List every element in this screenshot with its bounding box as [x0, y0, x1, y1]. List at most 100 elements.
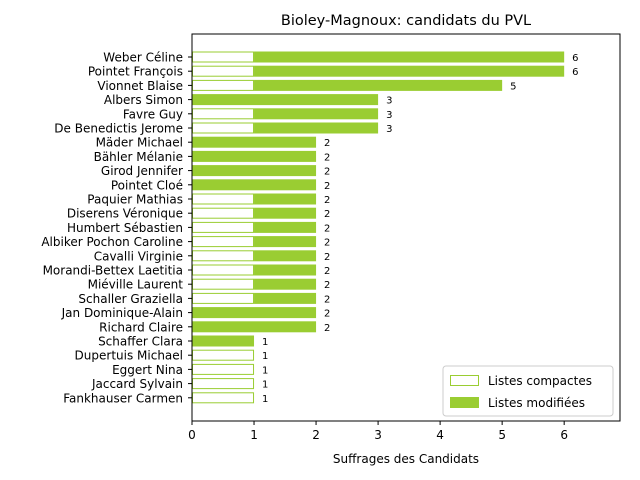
- bar-value-label: 1: [262, 351, 268, 362]
- bar-value-label: 2: [324, 323, 330, 334]
- y-tick-label: Paquier Mathias: [87, 193, 183, 207]
- y-tick-label: Miéville Laurent: [88, 278, 184, 292]
- bar-compact: [192, 250, 255, 262]
- bar-value-label: 1: [262, 394, 268, 405]
- bar-modified: [192, 94, 379, 106]
- bar-compact: [192, 378, 255, 390]
- bar-modified: [254, 79, 503, 91]
- x-tick-label: 0: [188, 428, 196, 442]
- bar-modified: [254, 278, 317, 290]
- y-tick-label: Girod Jennifer: [101, 164, 183, 178]
- bar-compact: [192, 193, 255, 205]
- bar-modified: [192, 307, 317, 319]
- bar-modified: [254, 207, 317, 219]
- y-tick-label: Richard Claire: [99, 320, 183, 334]
- legend-box: [442, 365, 614, 417]
- bar-value-label: 3: [386, 96, 392, 107]
- bar-modified: [254, 250, 317, 262]
- bar-value-label: 2: [324, 294, 330, 305]
- y-tick-label: De Benedictis Jerome: [54, 122, 183, 136]
- chart-title: Bioley-Magnoux: candidats du PVL: [281, 13, 531, 29]
- bar-modified: [254, 193, 317, 205]
- y-tick-label: Vionnet Blaise: [97, 79, 183, 93]
- bar-value-label: 2: [324, 167, 330, 178]
- bar-value-label: 1: [262, 380, 268, 391]
- y-tick-label: Schaffer Clara: [98, 335, 183, 349]
- y-tick-label: Pointet François: [88, 65, 183, 79]
- y-tick-label: Schaller Graziella: [78, 292, 183, 306]
- bar-modified: [254, 108, 379, 120]
- legend-label-compact: Listes compactes: [488, 374, 592, 388]
- legend-swatch-compact: [450, 375, 479, 386]
- y-tick-label: Pointet Cloé: [111, 178, 183, 192]
- y-tick-label: Morandi-Bettex Laetitia: [43, 264, 183, 278]
- bars-layer: 6 6 5 3 3 3 2 2 2 2 2 2 2 2 2 2 2 2 2 2 1 1 1 1 1: [192, 51, 579, 405]
- bar-modified: [192, 150, 317, 162]
- bar-compact: [192, 79, 255, 91]
- bar-value-label: 6: [572, 53, 578, 64]
- bar-value-label: 3: [386, 124, 392, 135]
- x-tick-label: 4: [436, 428, 444, 442]
- bar-value-label: 3: [386, 110, 392, 121]
- y-tick-label: Mäder Michael: [96, 136, 183, 150]
- bar-value-label: 2: [324, 209, 330, 220]
- y-tick-label: Dupertuis Michael: [75, 349, 183, 363]
- x-axis: 0 1 2 3 4 5 6: [188, 421, 568, 442]
- bar-modified: [254, 65, 565, 77]
- y-tick-label: Eggert Nina: [112, 363, 183, 377]
- bar-compact: [192, 363, 255, 375]
- x-tick-label: 3: [374, 428, 382, 442]
- y-tick-label: Humbert Sébastien: [67, 221, 183, 235]
- bar-value-label: 2: [324, 223, 330, 234]
- x-tick-label: 2: [312, 428, 320, 442]
- bar-compact: [192, 65, 255, 77]
- bar-modified: [254, 264, 317, 276]
- bar-value-label: 5: [510, 81, 516, 92]
- x-tick-label: 1: [250, 428, 258, 442]
- legend-swatch-modified: [450, 397, 479, 408]
- y-tick-label: Bähler Mélanie: [94, 150, 183, 164]
- bar-compact: [192, 278, 255, 290]
- bar-modified: [254, 51, 565, 63]
- y-tick-label: Albers Simon: [104, 93, 183, 107]
- y-tick-label: Favre Guy: [123, 107, 183, 121]
- bar-value-label: 2: [324, 280, 330, 291]
- bar-compact: [192, 207, 255, 219]
- bar-value-label: 1: [262, 337, 268, 348]
- legend-label-modified: Listes modifiées: [488, 396, 585, 410]
- bar-modified: [254, 236, 317, 248]
- y-tick-label: Jan Dominique-Alain: [61, 306, 183, 320]
- bar-modified: [192, 179, 317, 191]
- bar-modified: [254, 292, 317, 304]
- y-tick-label: Jaccard Sylvain: [91, 377, 183, 391]
- bar-compact: [192, 51, 255, 63]
- bar-compact: [192, 122, 255, 134]
- bar-modified: [254, 122, 379, 134]
- bar-value-label: 2: [324, 309, 330, 320]
- bar-value-label: 2: [324, 152, 330, 163]
- bar-modified: [192, 136, 317, 148]
- bar-value-label: 1: [262, 365, 268, 376]
- bar-value-label: 2: [324, 138, 330, 149]
- bar-value-label: 2: [324, 266, 330, 277]
- y-tick-label: Fankhauser Carmen: [63, 391, 183, 405]
- bar-value-label: 2: [324, 195, 330, 206]
- bar-value-label: 2: [324, 181, 330, 192]
- bar-value-label: 2: [324, 252, 330, 263]
- y-tick-label: Cavalli Virginie: [94, 249, 183, 263]
- legend: Listes compactes Listes modifiées: [442, 365, 614, 417]
- bar-compact: [192, 292, 255, 304]
- bar-compact: [192, 221, 255, 233]
- bar-modified: [254, 221, 317, 233]
- x-axis-label: Suffrages des Candidats: [333, 452, 479, 466]
- x-tick-label: 6: [560, 428, 568, 442]
- y-tick-label: Diserens Véronique: [67, 207, 183, 221]
- x-tick-label: 5: [498, 428, 506, 442]
- bar-compact: [192, 349, 255, 361]
- y-tick-label: Weber Céline: [103, 51, 183, 65]
- bar-compact: [192, 108, 255, 120]
- bar-compact: [192, 264, 255, 276]
